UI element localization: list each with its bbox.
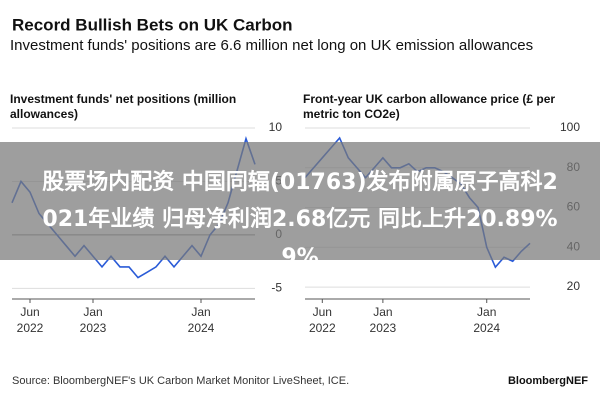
panel-title: Front-year UK carbon allowance price (£ … bbox=[303, 92, 556, 121]
panel-title-box: Front-year UK carbon allowance price (£ … bbox=[303, 92, 556, 121]
y-tick-label: -5 bbox=[271, 280, 282, 294]
x-tick-label: 2022 bbox=[309, 321, 336, 335]
x-tick-label: Jan bbox=[83, 305, 102, 319]
subtitle: Investment funds' positions are 6.6 mill… bbox=[10, 37, 534, 54]
overlay-text: 股票场内配资 中国同辐(01763)发布附属原子高科2 bbox=[42, 169, 558, 195]
x-tick-label: 2022 bbox=[17, 321, 44, 335]
overlay-text: 9% bbox=[281, 245, 318, 270]
x-tick-label: Jan bbox=[191, 305, 210, 319]
x-tick-label: Jan bbox=[373, 305, 392, 319]
x-tick-label: 2023 bbox=[370, 321, 397, 335]
subtitle-box: Investment funds' positions are 6.6 mill… bbox=[10, 37, 534, 54]
overlay-text: 021年业绩 归母净利润2.68亿元 同比上升20.89% bbox=[42, 206, 557, 232]
y-tick-label: 10 bbox=[269, 120, 283, 134]
x-tick-label: 2024 bbox=[188, 321, 215, 335]
y-tick-label: 100 bbox=[560, 120, 580, 134]
title: Record Bullish Bets on UK Carbon bbox=[12, 15, 293, 34]
x-tick-label: Jan bbox=[477, 305, 496, 319]
x-tick-label: Jun bbox=[313, 305, 332, 319]
panel-title-box: Investment funds' net positions (million… bbox=[10, 92, 237, 121]
source: Source: BloombergNEF's UK Carbon Market … bbox=[12, 375, 349, 387]
x-tick-label: 2023 bbox=[80, 321, 107, 335]
x-tick-label: 2024 bbox=[473, 321, 500, 335]
y-tick-label: 20 bbox=[567, 279, 581, 293]
brand: BloombergNEF bbox=[508, 375, 588, 387]
panel-title: Investment funds' net positions (million… bbox=[10, 92, 237, 121]
overlay-clip: 股票场内配资 中国同辐(01763)发布附属原子高科2 021年业绩 归母净利润… bbox=[42, 169, 558, 270]
x-tick-label: Jun bbox=[20, 305, 39, 319]
overlay-band bbox=[0, 142, 600, 260]
